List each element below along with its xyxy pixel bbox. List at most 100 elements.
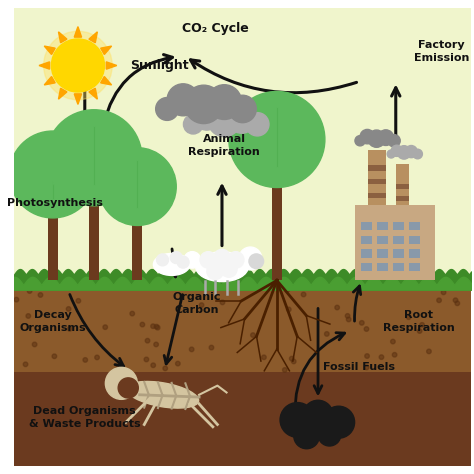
Circle shape — [355, 136, 365, 146]
FancyBboxPatch shape — [362, 222, 372, 230]
FancyBboxPatch shape — [272, 171, 282, 281]
Circle shape — [413, 149, 422, 159]
Circle shape — [170, 252, 182, 264]
Circle shape — [167, 84, 199, 116]
Circle shape — [51, 39, 104, 92]
Polygon shape — [74, 27, 82, 37]
Circle shape — [44, 31, 112, 100]
FancyBboxPatch shape — [368, 165, 386, 171]
Text: CO₂ Cycle: CO₂ Cycle — [182, 22, 248, 36]
Circle shape — [140, 322, 145, 327]
Circle shape — [455, 301, 460, 306]
Circle shape — [292, 359, 296, 364]
FancyBboxPatch shape — [14, 278, 471, 376]
Polygon shape — [100, 46, 111, 55]
Circle shape — [285, 288, 290, 292]
Circle shape — [156, 254, 168, 266]
Circle shape — [246, 113, 269, 136]
Circle shape — [26, 314, 30, 318]
FancyBboxPatch shape — [410, 249, 419, 257]
FancyBboxPatch shape — [393, 222, 403, 230]
Circle shape — [420, 323, 424, 327]
Circle shape — [427, 349, 431, 354]
Circle shape — [144, 357, 149, 362]
Circle shape — [335, 305, 339, 310]
FancyBboxPatch shape — [48, 203, 58, 281]
FancyBboxPatch shape — [393, 236, 403, 244]
Circle shape — [323, 406, 355, 438]
Circle shape — [32, 342, 37, 346]
FancyBboxPatch shape — [14, 9, 471, 465]
FancyBboxPatch shape — [14, 372, 471, 465]
Circle shape — [103, 325, 108, 329]
Circle shape — [200, 252, 217, 268]
Circle shape — [262, 355, 266, 360]
Circle shape — [391, 145, 402, 156]
Circle shape — [214, 249, 230, 266]
Text: Dead Organisms
& Waste Products: Dead Organisms & Waste Products — [29, 406, 141, 429]
Polygon shape — [100, 76, 111, 85]
Circle shape — [207, 85, 242, 119]
Circle shape — [105, 367, 137, 400]
Circle shape — [193, 103, 220, 130]
Text: Animal
Respiration: Animal Respiration — [188, 134, 260, 157]
Polygon shape — [89, 32, 97, 43]
Circle shape — [95, 355, 100, 360]
Circle shape — [365, 365, 369, 370]
Text: Sunlight: Sunlight — [130, 59, 189, 72]
Circle shape — [346, 317, 351, 322]
Circle shape — [360, 129, 374, 144]
Circle shape — [286, 307, 291, 312]
Ellipse shape — [154, 254, 190, 275]
Circle shape — [364, 327, 369, 331]
Polygon shape — [39, 62, 50, 69]
Circle shape — [220, 300, 225, 305]
Circle shape — [9, 131, 96, 218]
Circle shape — [392, 353, 397, 357]
FancyBboxPatch shape — [377, 249, 388, 257]
Circle shape — [46, 110, 142, 206]
Polygon shape — [89, 88, 97, 99]
FancyBboxPatch shape — [362, 249, 372, 257]
FancyBboxPatch shape — [368, 150, 386, 217]
Ellipse shape — [196, 252, 248, 282]
Circle shape — [14, 297, 18, 302]
Circle shape — [151, 363, 155, 367]
Polygon shape — [44, 76, 55, 85]
Circle shape — [184, 85, 223, 124]
Ellipse shape — [127, 382, 199, 408]
Circle shape — [228, 252, 244, 268]
Circle shape — [290, 356, 294, 361]
Circle shape — [208, 104, 241, 137]
Circle shape — [229, 91, 325, 188]
FancyBboxPatch shape — [396, 184, 410, 189]
FancyBboxPatch shape — [393, 249, 403, 257]
Circle shape — [441, 290, 446, 295]
Circle shape — [294, 423, 319, 449]
Circle shape — [21, 283, 26, 288]
Circle shape — [177, 256, 189, 268]
FancyBboxPatch shape — [362, 236, 372, 244]
FancyBboxPatch shape — [410, 263, 419, 271]
Circle shape — [151, 324, 155, 328]
Text: Factory
Emission: Factory Emission — [414, 40, 469, 64]
Circle shape — [52, 354, 57, 358]
Circle shape — [391, 339, 395, 344]
FancyBboxPatch shape — [393, 263, 403, 271]
Circle shape — [38, 292, 43, 297]
Circle shape — [183, 285, 188, 290]
FancyBboxPatch shape — [368, 179, 386, 184]
Circle shape — [199, 303, 204, 307]
Polygon shape — [44, 46, 55, 55]
Circle shape — [360, 320, 364, 325]
Circle shape — [76, 299, 81, 303]
Circle shape — [155, 325, 160, 330]
Circle shape — [118, 378, 138, 398]
Circle shape — [220, 261, 237, 277]
Circle shape — [209, 345, 214, 350]
Circle shape — [27, 289, 32, 293]
Circle shape — [41, 285, 46, 290]
Circle shape — [251, 333, 255, 337]
Text: Fossil Fuels: Fossil Fuels — [323, 362, 395, 373]
Circle shape — [66, 307, 71, 311]
